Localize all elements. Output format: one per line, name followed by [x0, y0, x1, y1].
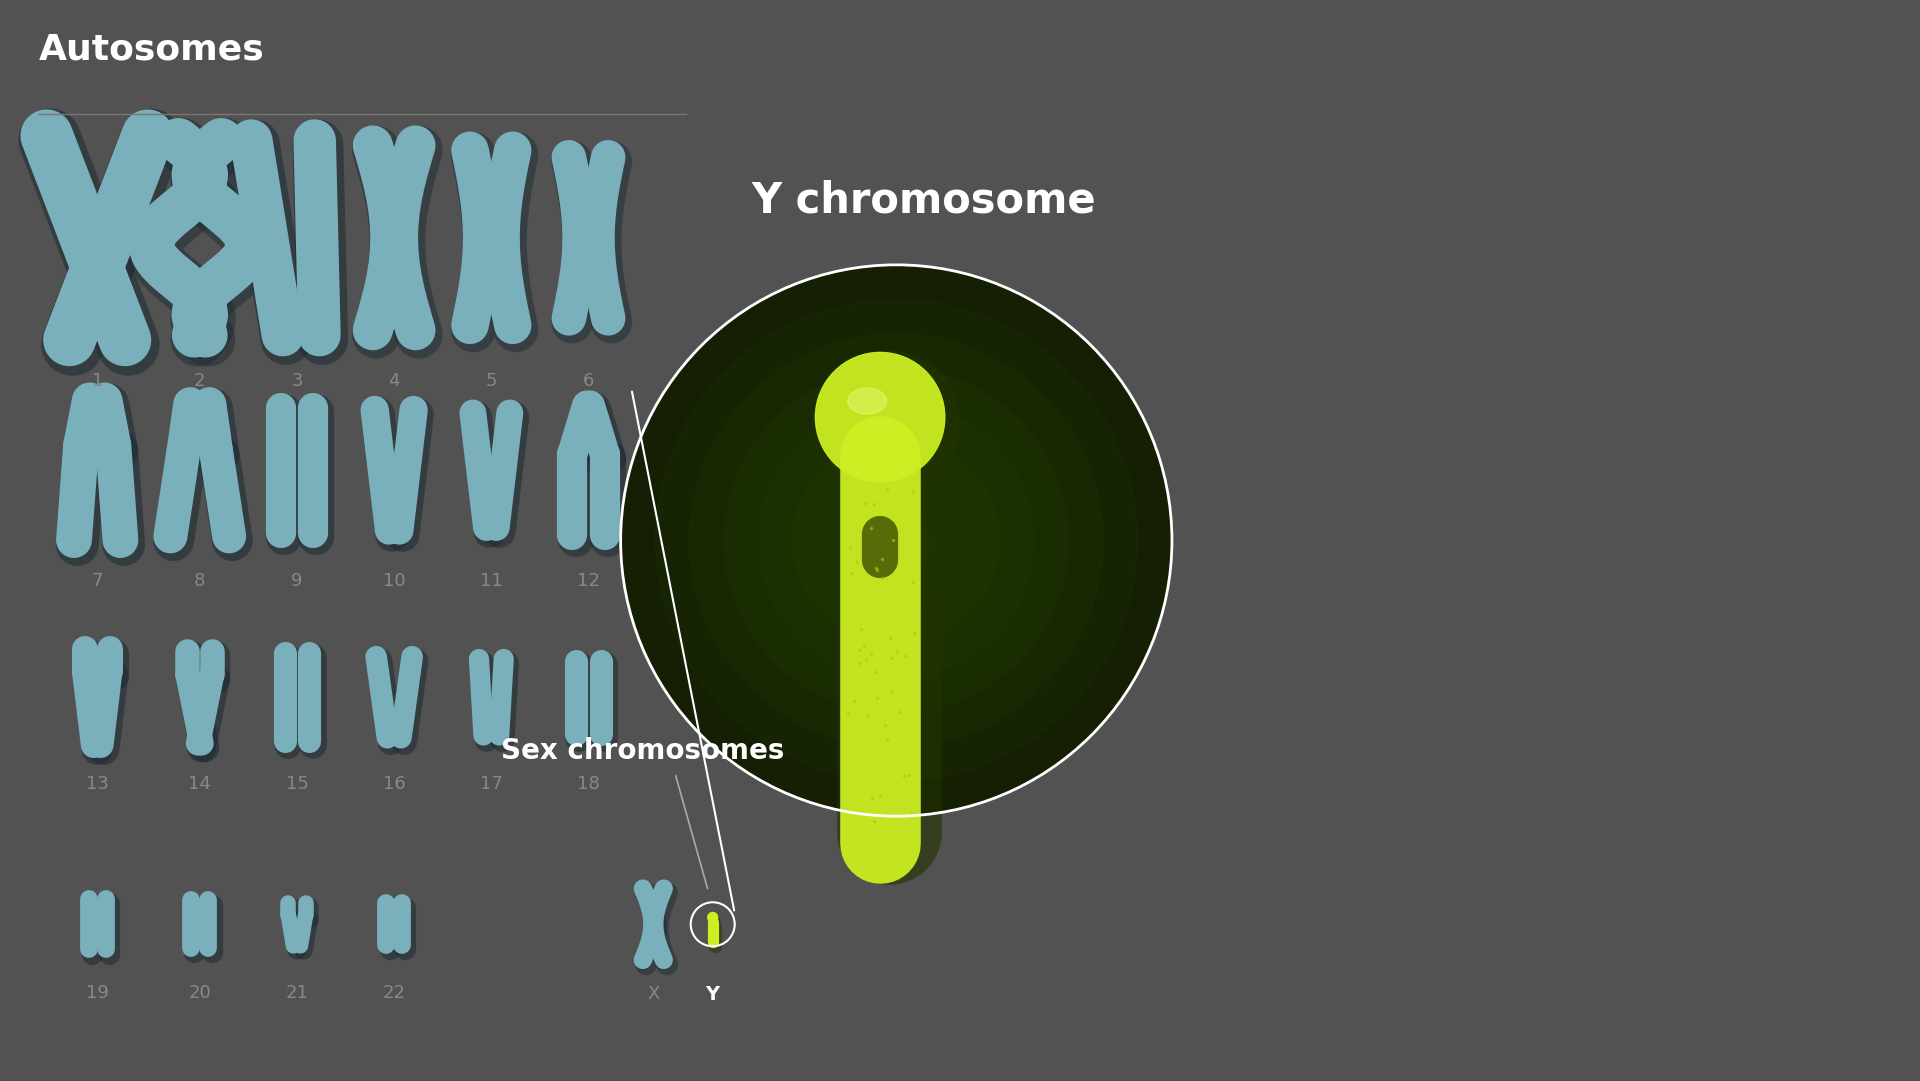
Text: Sex chromosomes: Sex chromosomes [501, 737, 783, 765]
Text: 7: 7 [92, 572, 104, 589]
Ellipse shape [849, 388, 887, 414]
Text: 22: 22 [382, 984, 405, 1002]
Text: 20: 20 [188, 984, 211, 1002]
Text: 21: 21 [286, 984, 309, 1002]
Text: 1: 1 [92, 372, 104, 390]
Text: 6: 6 [584, 372, 593, 390]
Text: Y: Y [707, 985, 720, 1004]
Text: 18: 18 [578, 775, 599, 792]
Ellipse shape [862, 506, 931, 575]
Text: 14: 14 [188, 775, 211, 792]
Text: 13: 13 [86, 775, 109, 792]
Ellipse shape [689, 334, 1102, 747]
Text: 19: 19 [86, 984, 109, 1002]
Text: 3: 3 [292, 372, 303, 390]
Text: Autosomes: Autosomes [38, 32, 265, 66]
Text: 17: 17 [480, 775, 503, 792]
Ellipse shape [655, 299, 1137, 782]
Text: Y chromosome: Y chromosome [751, 179, 1096, 222]
Ellipse shape [793, 437, 1000, 644]
Text: 15: 15 [286, 775, 309, 792]
Ellipse shape [724, 369, 1069, 712]
Ellipse shape [620, 265, 1171, 816]
Text: 5: 5 [486, 372, 497, 390]
Circle shape [710, 916, 720, 925]
Ellipse shape [828, 471, 966, 610]
Text: 2: 2 [194, 372, 205, 390]
Text: 9: 9 [292, 572, 303, 589]
Ellipse shape [620, 265, 1171, 816]
Text: 12: 12 [578, 572, 599, 589]
Text: 11: 11 [480, 572, 503, 589]
Circle shape [708, 912, 718, 922]
Text: 10: 10 [382, 572, 405, 589]
Text: X: X [647, 985, 659, 1003]
Ellipse shape [758, 402, 1035, 679]
Text: 8: 8 [194, 572, 205, 589]
Ellipse shape [818, 351, 960, 494]
Text: 16: 16 [382, 775, 405, 792]
Ellipse shape [816, 352, 945, 482]
Text: 4: 4 [388, 372, 399, 390]
